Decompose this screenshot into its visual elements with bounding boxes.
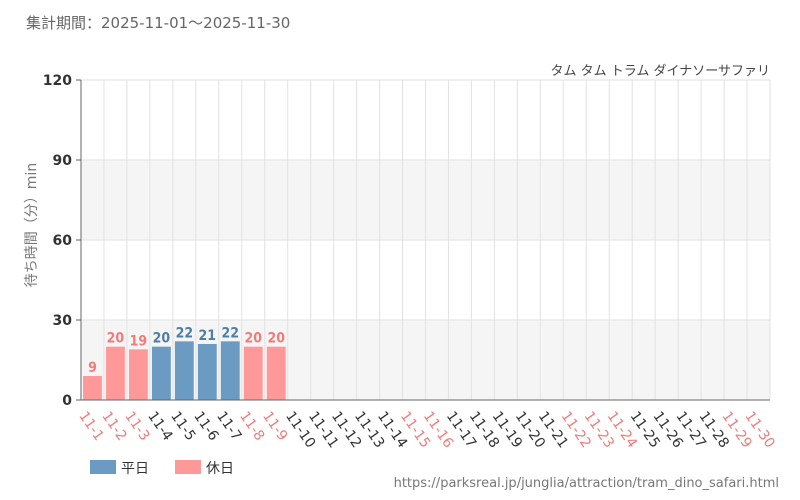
x-tick-label: 11-8 (236, 409, 267, 444)
bar (243, 346, 263, 400)
legend-label: 休日 (206, 461, 234, 477)
value-label: 21 (199, 328, 217, 344)
source-url[interactable]: https://parksreal.jp/junglia/attraction/… (394, 476, 779, 491)
value-labels: 920 19 20 22 21 22 20 20 (88, 325, 285, 376)
bar (266, 346, 286, 400)
x-tick-label: 11-2 (98, 409, 129, 444)
x-tick-label: 11-3 (121, 409, 152, 444)
bar (220, 341, 240, 400)
value-label: 22 (176, 325, 194, 341)
y-tick-labels: 0 30 60 90 120 (43, 73, 72, 409)
y-tick-label: 90 (53, 153, 73, 169)
y-tick-label: 0 (62, 393, 72, 409)
x-tick-label: 11-5 (167, 409, 198, 444)
legend-swatch (90, 460, 116, 474)
legend-item-weekday[interactable]: 平日 (90, 460, 149, 477)
y-tick-label: 60 (53, 233, 73, 249)
bars (83, 341, 286, 400)
bar (83, 376, 102, 400)
period-label: 集計期間：2025-11-01～2025-11-30 (26, 14, 290, 32)
y-tick-label: 120 (43, 73, 72, 89)
value-label: 20 (107, 331, 125, 347)
x-tick-label: 11-4 (144, 409, 175, 444)
legend-label: 平日 (121, 461, 149, 477)
legend: 平日 休日 (90, 460, 234, 477)
value-label: 9 (88, 360, 97, 376)
x-tick-label: 11-6 (190, 409, 221, 444)
y-axis-label: 待ち時間（分）min (24, 163, 40, 287)
x-tick-label: 11-9 (259, 409, 290, 444)
value-label: 22 (222, 325, 240, 341)
x-tick-label: 11-7 (213, 409, 244, 444)
value-label: 20 (244, 331, 262, 347)
legend-swatch (175, 460, 201, 474)
value-label: 20 (267, 331, 285, 347)
bar (174, 341, 194, 400)
axes (76, 79, 770, 401)
bar (129, 349, 148, 400)
value-label: 19 (130, 333, 148, 349)
bar (151, 346, 171, 400)
x-tick-label: 11-1 (75, 409, 106, 444)
x-tick-labels: 11-111-211-311-411-511-611-711-811-911-1… (75, 409, 777, 452)
y-tick-label: 30 (53, 313, 73, 329)
bar (106, 346, 125, 400)
legend-item-holiday[interactable]: 休日 (175, 460, 234, 477)
attraction-name: タム タム トラム ダイナソーサファリ (551, 64, 771, 79)
bar (197, 344, 217, 400)
value-label: 20 (153, 331, 171, 347)
